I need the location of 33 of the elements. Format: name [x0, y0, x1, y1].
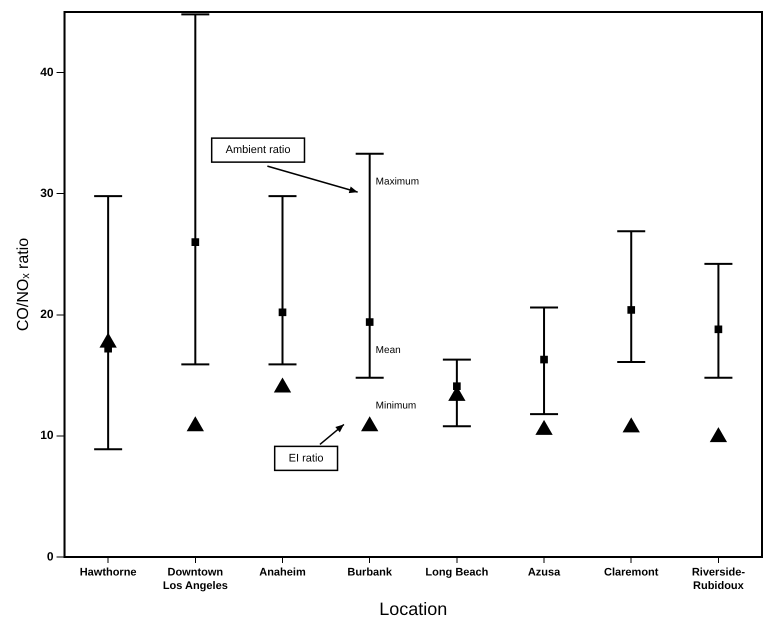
point: [453, 382, 461, 390]
point: [540, 356, 548, 364]
annotation: EI ratio: [288, 452, 324, 464]
point: [710, 428, 726, 442]
point: [366, 318, 374, 326]
x-tick-label: Hawthorne: [80, 566, 137, 579]
y-tick-label: 30: [40, 186, 54, 200]
point: [187, 417, 204, 432]
point: [714, 325, 722, 334]
annotation: Ambient ratio: [226, 144, 290, 156]
x-tick-label: Long Beach: [425, 566, 489, 579]
point: [191, 238, 200, 246]
point: [627, 306, 636, 314]
point: [362, 417, 378, 432]
y-tick-label: 20: [40, 307, 54, 322]
point: [278, 308, 286, 316]
y-axis-title: CO/NOₓ ratio: [15, 238, 32, 332]
y-tick-label: 0: [46, 549, 54, 564]
x-tick-label: Burbank: [347, 566, 393, 579]
x-axis-title: Location: [379, 599, 448, 620]
annotation: Mean: [376, 344, 401, 356]
annotation: Minimum: [376, 400, 416, 412]
point: [536, 420, 552, 435]
y-tick-label: 40: [40, 64, 54, 79]
annotation: Maximum: [376, 176, 420, 188]
x-tick-label: Claremont: [604, 566, 659, 579]
x-tick-label: Riverside- Rubidoux: [692, 566, 746, 592]
point: [274, 378, 290, 392]
x-tick-label: Anaheim: [259, 566, 306, 579]
y-tick-label: 10: [40, 428, 54, 442]
point: [623, 418, 640, 432]
x-tick-label: Downtown Los Angeles: [162, 566, 228, 592]
x-tick-label: Azusa: [528, 566, 562, 579]
